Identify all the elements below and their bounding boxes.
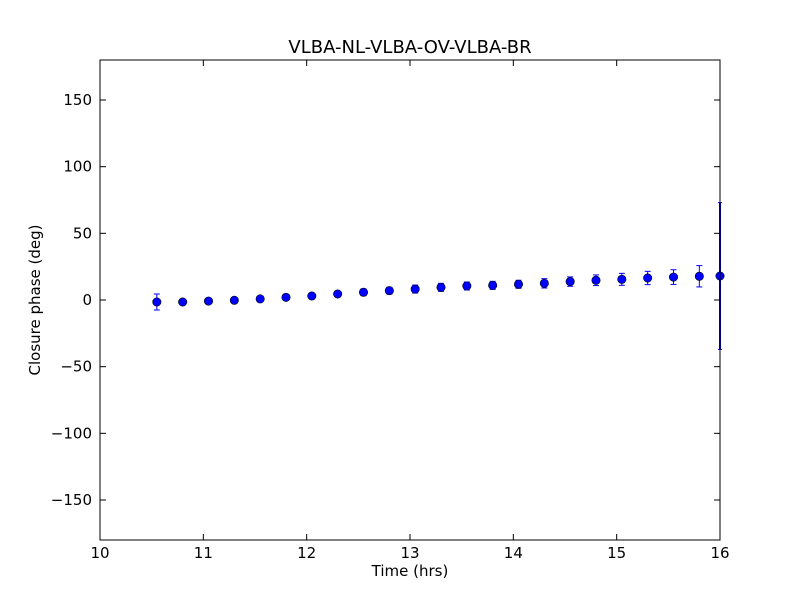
y-tick-label: 100 bbox=[63, 158, 92, 176]
data-point bbox=[462, 281, 472, 291]
data-point bbox=[436, 282, 446, 292]
data-point bbox=[255, 294, 265, 304]
data-point bbox=[281, 292, 291, 302]
y-tick-label: −150 bbox=[51, 491, 92, 509]
data-point bbox=[152, 297, 162, 307]
data-point bbox=[643, 273, 653, 283]
data-point bbox=[539, 278, 549, 288]
data-point bbox=[178, 297, 188, 307]
data-point bbox=[694, 271, 704, 281]
x-tick-label: 10 bbox=[90, 544, 109, 562]
y-tick-label: −50 bbox=[60, 358, 92, 376]
x-tick-label: 12 bbox=[297, 544, 316, 562]
data-point bbox=[384, 286, 394, 296]
y-tick-label: 50 bbox=[73, 224, 92, 242]
data-point bbox=[333, 289, 343, 299]
x-tick-label: 11 bbox=[194, 544, 213, 562]
data-point bbox=[229, 295, 239, 305]
data-point bbox=[307, 291, 317, 301]
y-tick-label: 0 bbox=[82, 291, 92, 309]
data-point bbox=[513, 279, 523, 289]
x-tick-label: 14 bbox=[504, 544, 523, 562]
data-point bbox=[591, 275, 601, 285]
data-point bbox=[410, 284, 420, 294]
x-tick-label: 16 bbox=[710, 544, 729, 562]
data-point bbox=[358, 287, 368, 297]
x-axis-label: Time (hrs) bbox=[371, 562, 449, 580]
chart-title: VLBA-NL-VLBA-OV-VLBA-BR bbox=[288, 37, 531, 58]
y-tick-label: 150 bbox=[63, 91, 92, 109]
plot-background bbox=[100, 60, 720, 540]
data-point bbox=[565, 277, 575, 287]
y-tick-label: −100 bbox=[51, 424, 92, 442]
data-point bbox=[488, 280, 498, 290]
y-axis-label: Closure phase (deg) bbox=[26, 225, 44, 376]
plot-area bbox=[100, 60, 720, 540]
x-tick-label: 13 bbox=[400, 544, 419, 562]
data-point bbox=[204, 296, 214, 306]
y-axis-ticks: −150 −100 −50 0 50 100 150 bbox=[51, 91, 720, 509]
x-axis-ticks: 10 11 12 13 14 15 16 bbox=[90, 60, 730, 562]
data-point bbox=[668, 272, 678, 282]
data-point bbox=[617, 274, 627, 284]
x-tick-label: 15 bbox=[607, 544, 626, 562]
